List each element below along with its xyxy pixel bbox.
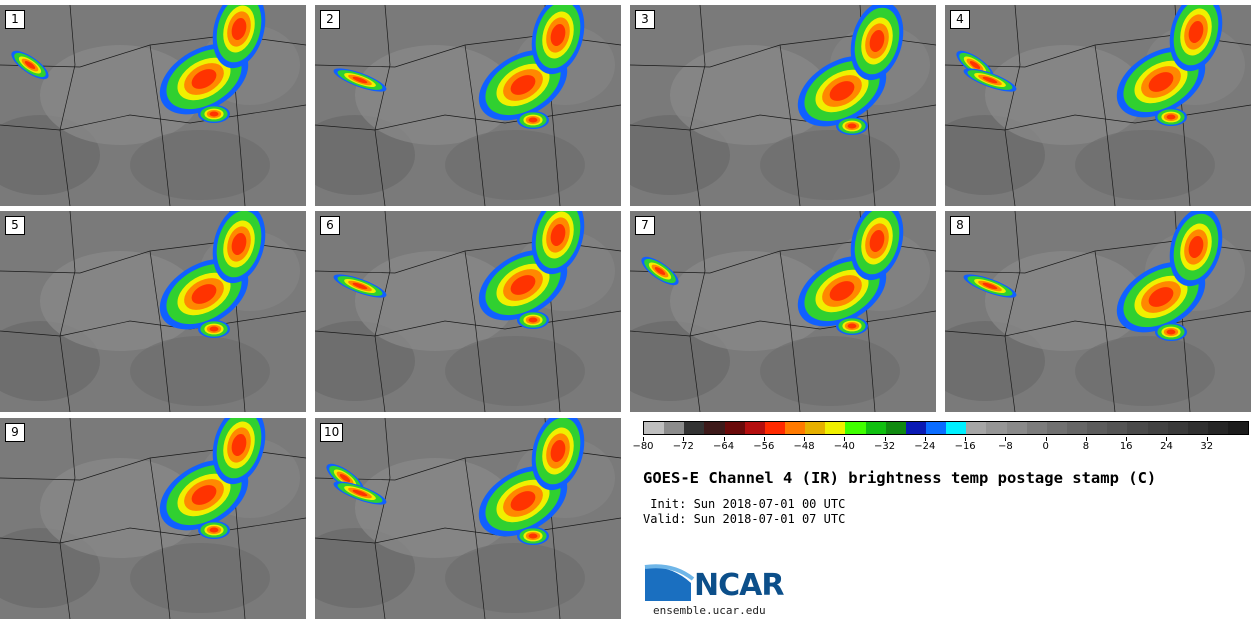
colorbar-swatch: [744, 422, 765, 434]
colorbar-tickmark: [924, 437, 926, 441]
colorbar-tickmark: [1206, 437, 1208, 441]
colorbar-swatch: [784, 422, 806, 434]
colorbar-tickmark: [965, 437, 967, 441]
colorbar-swatch: [1228, 422, 1249, 434]
colorbar-swatch: [865, 422, 886, 434]
colorbar-swatch: [1026, 422, 1047, 434]
ir-map-image: [945, 211, 1251, 412]
panel-number-label: 1: [5, 10, 25, 29]
colorbar-swatch: [946, 422, 967, 434]
ir-map-image: [315, 418, 621, 619]
colorbar: [643, 421, 1249, 435]
colorbar-swatch: [805, 422, 826, 434]
forecast-panel: 6: [315, 211, 621, 412]
colorbar-tickmark: [763, 437, 765, 441]
colorbar-swatch: [986, 422, 1007, 434]
colorbar-swatch: [966, 422, 987, 434]
ir-map-image: [315, 211, 621, 412]
colorbar-tick-label: −48: [793, 441, 815, 452]
forecast-panel: 8: [945, 211, 1251, 412]
colorbar-tickmark: [804, 437, 806, 441]
panel-number-label: 7: [635, 216, 655, 235]
colorbar-swatch: [764, 422, 785, 434]
colorbar-tick-label: −72: [672, 441, 694, 452]
colorbar-swatch: [1127, 422, 1148, 434]
ir-map-image: [945, 5, 1251, 206]
forecast-panel: 5: [0, 211, 306, 412]
logo-text: NCAR: [694, 568, 784, 603]
colorbar-tick-label: 16: [1119, 441, 1133, 452]
colorbar-swatch: [1006, 422, 1027, 434]
panel-number-label: 6: [320, 216, 340, 235]
colorbar-tick-label: −24: [914, 441, 936, 452]
colorbar-swatch: [644, 422, 665, 434]
ir-map-image: [0, 211, 306, 412]
colorbar-swatch: [845, 422, 866, 434]
colorbar-swatch: [1167, 422, 1188, 434]
panel-number-label: 5: [5, 216, 25, 235]
colorbar-tickmark: [1005, 437, 1007, 441]
colorbar-tickmark: [1166, 437, 1168, 441]
colorbar-tick-label: −56: [753, 441, 775, 452]
colorbar-tickmark: [1126, 437, 1128, 441]
ir-map-image: [315, 5, 621, 206]
colorbar-swatch: [1066, 422, 1088, 434]
panel-number-label: 4: [950, 10, 970, 29]
colorbar-tickmark: [1085, 437, 1087, 441]
colorbar-swatch: [885, 422, 906, 434]
forecast-panel: 4: [945, 5, 1251, 206]
ir-map-image: [630, 211, 936, 412]
colorbar-swatch: [1087, 422, 1108, 434]
panel-number-label: 8: [950, 216, 970, 235]
valid-time: Valid: Sun 2018-07-01 07 UTC: [643, 512, 846, 526]
colorbar-swatch: [905, 422, 926, 434]
forecast-panel: 10: [315, 418, 621, 619]
ir-map-image: [0, 5, 306, 206]
colorbar-swatch: [664, 422, 685, 434]
forecast-panel: 9: [0, 418, 306, 619]
panel-number-label: 2: [320, 10, 340, 29]
colorbar-swatch: [1046, 422, 1067, 434]
colorbar-tick-label: 0: [1042, 441, 1049, 452]
colorbar-tick-label: −80: [632, 441, 654, 452]
colorbar-swatch: [1147, 422, 1168, 434]
colorbar-tick-label: 32: [1200, 441, 1214, 452]
forecast-panel: 1: [0, 5, 306, 206]
colorbar-swatch: [724, 422, 745, 434]
colorbar-tickmark: [884, 437, 886, 441]
colorbar-tick-label: −8: [998, 441, 1013, 452]
colorbar-tickmark: [844, 437, 846, 441]
colorbar-swatch: [704, 422, 725, 434]
colorbar-tick-label: 8: [1082, 441, 1090, 452]
forecast-panel: 7: [630, 211, 936, 412]
colorbar-swatch: [684, 422, 705, 434]
ncar-logo-icon: [644, 564, 695, 601]
colorbar-ticks: −80 −72 −64 −56 −48 −40 −32 −24 −16 −8 0 8 16 24 32: [632, 437, 1247, 453]
ir-map-image: [0, 418, 306, 619]
colorbar-swatch: [825, 422, 846, 434]
init-time: Init: Sun 2018-07-01 00 UTC: [643, 497, 846, 511]
colorbar-tick-label: −16: [954, 441, 976, 452]
colorbar-swatch: [925, 422, 947, 434]
colorbar-tick-label: −40: [833, 441, 855, 452]
colorbar-swatch: [1187, 422, 1208, 434]
colorbar-swatch: [1107, 422, 1128, 434]
colorbar-tick-label: −64: [712, 441, 735, 452]
colorbar-tickmark: [643, 437, 644, 441]
panel-number-label: 3: [635, 10, 655, 29]
panel-number-label: 9: [5, 423, 25, 442]
colorbar-tick-label: −32: [874, 441, 896, 452]
colorbar-swatch: [1207, 422, 1229, 434]
colorbar-tickmark: [1045, 437, 1047, 441]
forecast-panel: 3: [630, 5, 936, 206]
panel-number-label: 10: [320, 423, 344, 442]
ir-map-image: [630, 5, 936, 206]
colorbar-tickmark: [683, 437, 685, 441]
figure-title: GOES-E Channel 4 (IR) brightness temp po…: [643, 469, 1157, 487]
site-url: ensemble.ucar.edu: [653, 604, 766, 617]
colorbar-tick-label: 24: [1160, 441, 1173, 452]
forecast-panel: 2: [315, 5, 621, 206]
colorbar-tickmark: [723, 437, 725, 441]
